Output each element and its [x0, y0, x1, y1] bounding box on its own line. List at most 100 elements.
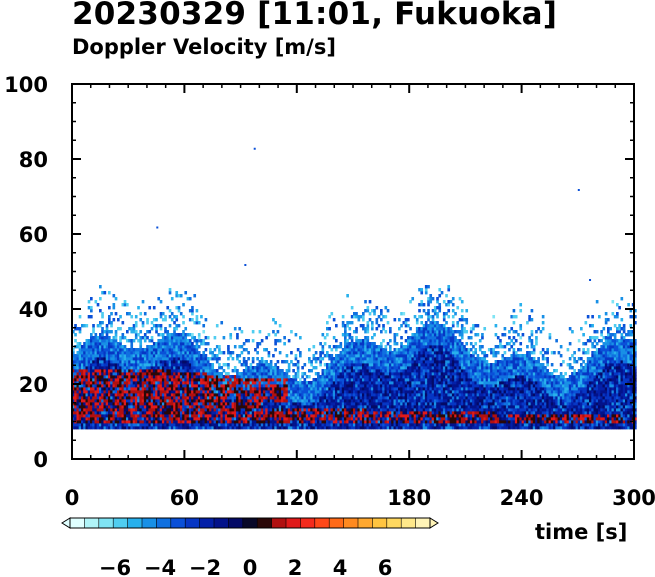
heatmap-cell — [179, 294, 183, 298]
heatmap-cell — [152, 399, 156, 403]
heatmap-cell — [263, 369, 266, 373]
heatmap-cell — [105, 411, 109, 415]
heatmap-cell — [287, 384, 291, 388]
heatmap-cell — [350, 390, 354, 394]
heatmap-cell — [161, 333, 165, 337]
heatmap-cell — [409, 354, 412, 358]
heatmap-cell — [445, 351, 448, 355]
heatmap-cell — [105, 339, 109, 343]
heatmap-cell — [438, 336, 442, 340]
heatmap-cell — [117, 402, 120, 406]
heatmap-cell — [314, 414, 318, 418]
heatmap-cell — [119, 360, 122, 364]
heatmap-cell — [141, 396, 145, 400]
heatmap-cell — [168, 384, 172, 388]
heatmap-cell — [215, 390, 219, 394]
heatmap-cell — [112, 420, 116, 424]
heatmap-cell — [72, 408, 75, 412]
heatmap-cell — [415, 414, 419, 418]
heatmap-cell — [119, 339, 122, 343]
heatmap-cell — [290, 396, 293, 400]
heatmap-cell — [146, 330, 149, 334]
heatmap-cell — [134, 399, 138, 403]
heatmap-cell — [173, 411, 176, 415]
heatmap-cell — [94, 402, 98, 406]
heatmap-cell — [195, 387, 199, 391]
heatmap-cell — [202, 387, 206, 391]
heatmap-cell — [377, 423, 381, 427]
heatmap-cell — [186, 342, 190, 346]
heatmap-cell — [254, 393, 257, 397]
heatmap-cell — [152, 390, 156, 394]
heatmap-cell — [155, 414, 158, 418]
heatmap-cell — [166, 306, 170, 310]
heatmap-cell — [78, 390, 82, 394]
heatmap-cell — [395, 333, 399, 337]
heatmap-cell — [366, 396, 370, 400]
heatmap-cell — [168, 342, 172, 346]
heatmap-cell — [76, 357, 80, 361]
heatmap-cell — [398, 408, 401, 412]
heatmap-cell — [393, 351, 397, 355]
heatmap-cell — [121, 414, 125, 418]
heatmap-cell — [117, 366, 120, 370]
heatmap-cell — [108, 306, 111, 310]
heatmap-cell — [155, 405, 158, 409]
heatmap-cell — [166, 417, 170, 421]
heatmap-cell — [81, 378, 84, 382]
heatmap-cell — [267, 408, 271, 412]
heatmap-cell — [335, 354, 338, 358]
heatmap-cell — [184, 414, 188, 418]
heatmap-cell — [164, 369, 167, 373]
heatmap-cell — [395, 393, 399, 397]
heatmap-cell — [433, 309, 437, 313]
heatmap-cell — [339, 372, 343, 376]
heatmap-cell — [220, 402, 224, 406]
heatmap-cell — [366, 330, 370, 334]
heatmap-cell — [74, 414, 77, 418]
heatmap-cell — [222, 393, 226, 397]
heatmap-cell — [407, 375, 410, 379]
heatmap-cell — [359, 351, 363, 355]
heatmap-cell — [254, 402, 257, 406]
heatmap-cell — [159, 408, 163, 412]
heatmap-cell — [119, 426, 122, 430]
heatmap-cell — [193, 405, 197, 409]
heatmap-cell — [420, 369, 424, 373]
heatmap-cell — [155, 354, 158, 358]
heatmap-cell — [314, 393, 318, 397]
heatmap-cell — [258, 399, 262, 403]
heatmap-cell — [92, 336, 95, 340]
heatmap-cell — [386, 387, 390, 391]
heatmap-cell — [413, 411, 417, 415]
heatmap-cell — [166, 351, 170, 355]
heatmap-cell — [103, 414, 107, 418]
heatmap-cell — [179, 345, 183, 349]
heatmap-cell — [400, 366, 403, 370]
heatmap-cell — [238, 384, 242, 388]
heatmap-cell — [202, 378, 206, 382]
heatmap-cell — [182, 315, 185, 319]
heatmap-cell — [328, 396, 331, 400]
heatmap-cell — [117, 372, 120, 376]
heatmap-cell — [139, 363, 143, 367]
heatmap-cell — [146, 348, 149, 352]
heatmap-cell — [139, 402, 143, 406]
heatmap-cell — [312, 378, 316, 382]
heatmap-cell — [377, 387, 381, 391]
heatmap-cell — [400, 324, 403, 328]
heatmap-cell — [330, 399, 334, 403]
heatmap-cell — [317, 399, 320, 403]
heatmap-cell — [193, 345, 197, 349]
heatmap-cell — [445, 339, 448, 343]
heatmap-cell — [85, 339, 89, 343]
heatmap-cell — [285, 405, 289, 409]
heatmap-cell — [276, 387, 280, 391]
heatmap-cell — [263, 372, 266, 376]
heatmap-cell — [121, 393, 125, 397]
heatmap-cell — [141, 405, 145, 409]
heatmap-cell — [186, 390, 190, 394]
heatmap-cell — [238, 387, 242, 391]
heatmap-cell — [301, 384, 304, 388]
heatmap-cell — [350, 321, 354, 325]
